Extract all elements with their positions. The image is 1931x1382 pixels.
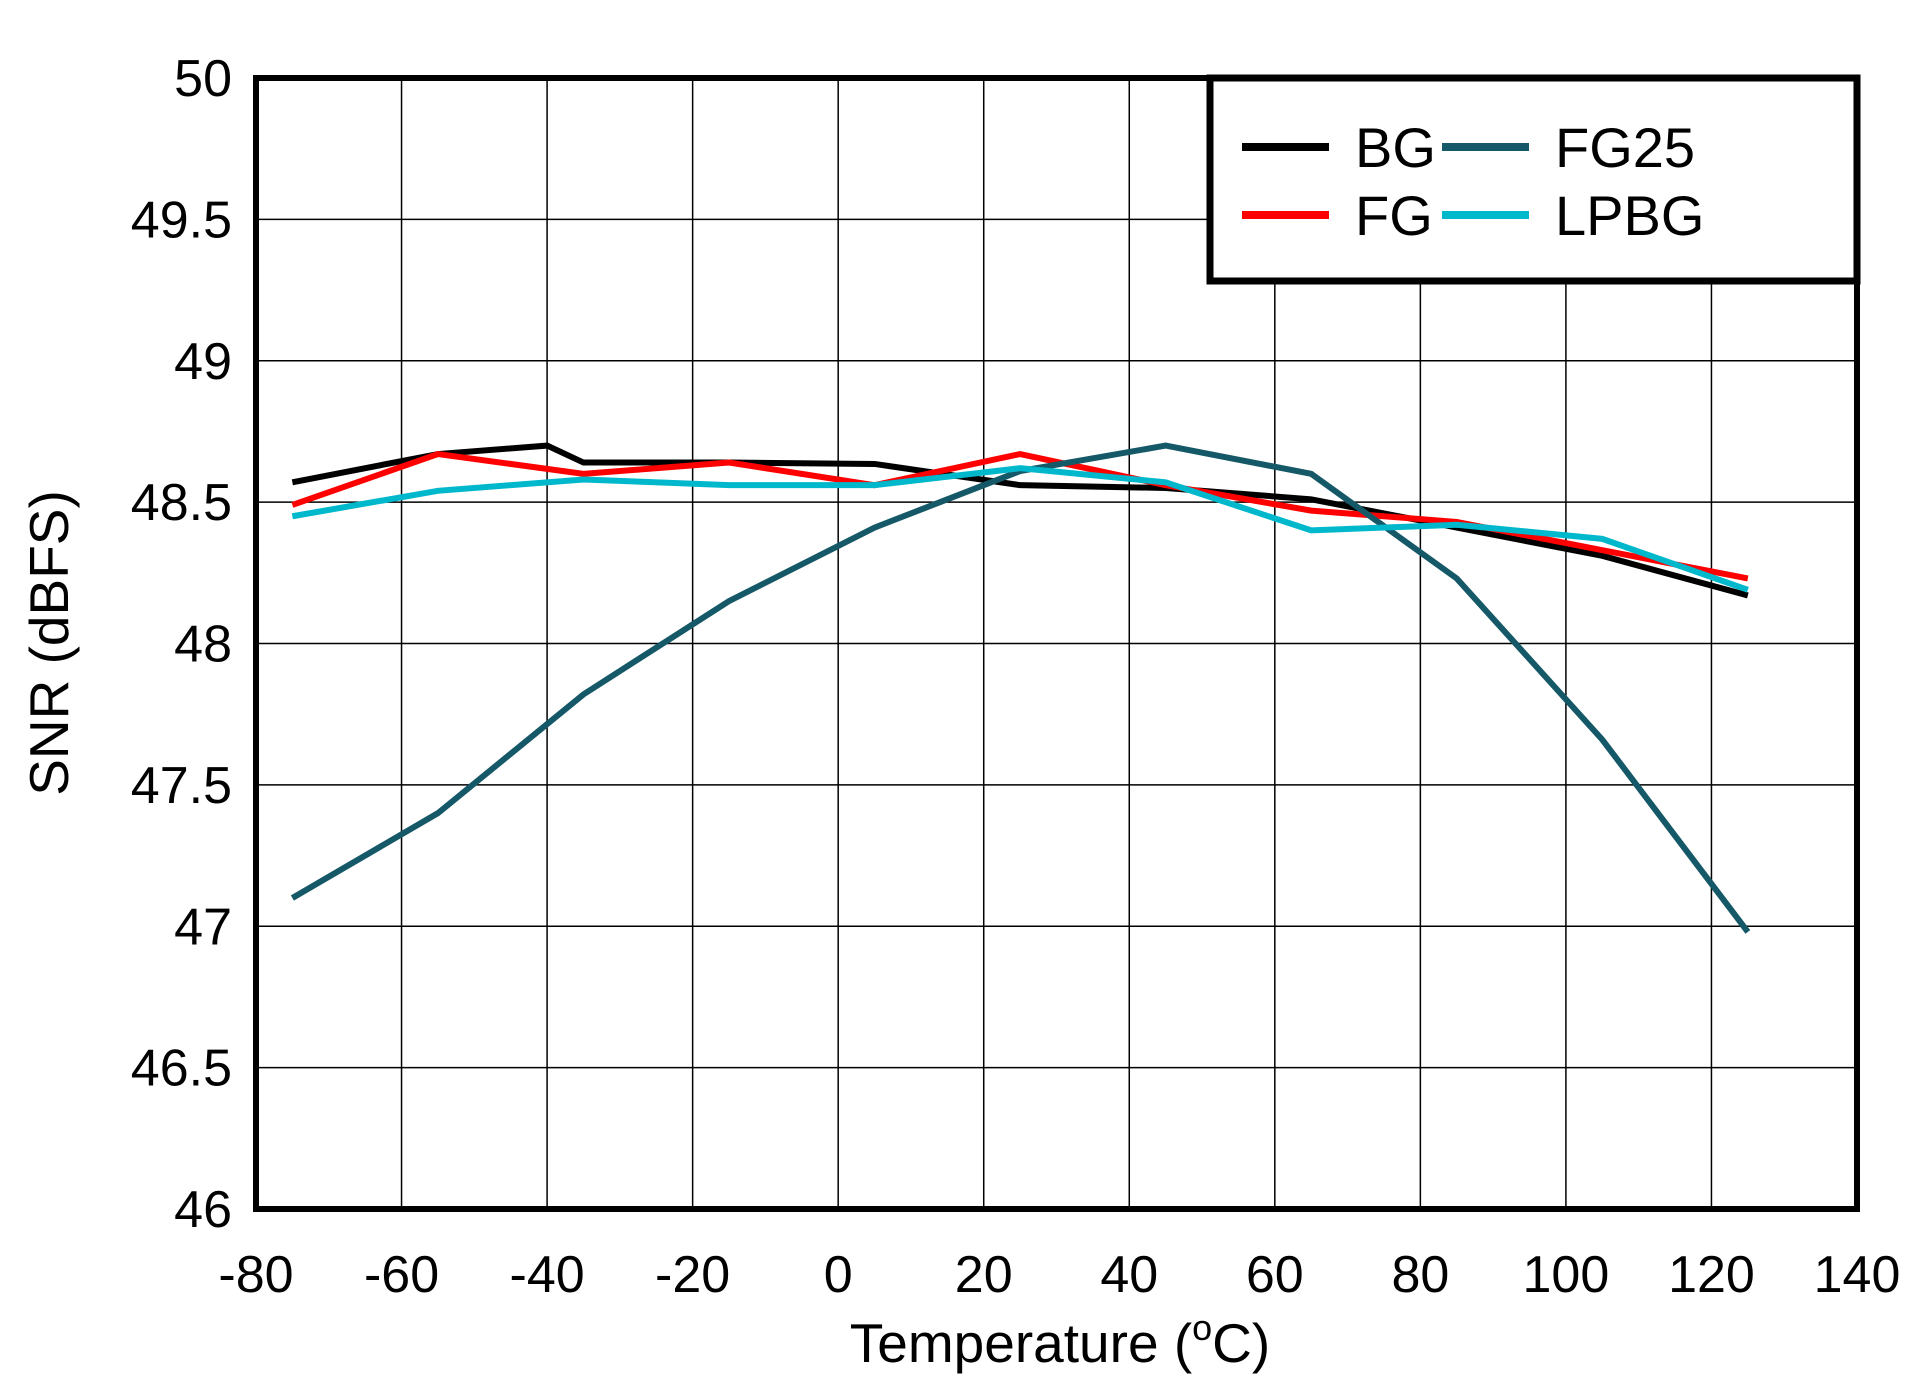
y-tick-label: 49.5 — [131, 191, 232, 249]
x-tick-label: -40 — [510, 1246, 585, 1304]
x-tick-label: -60 — [364, 1246, 439, 1304]
series-line-lpbg — [291, 465, 1749, 593]
y-tick-label: 47 — [174, 898, 232, 956]
x-tick-label: 120 — [1668, 1246, 1755, 1304]
legend-label-lpbg: LPBG — [1555, 184, 1704, 247]
y-tick-label: 47.5 — [131, 757, 232, 815]
x-tick-label: 80 — [1391, 1246, 1449, 1304]
y-tick-label: 48.5 — [131, 474, 232, 532]
x-tick-label: 40 — [1100, 1246, 1158, 1304]
y-axis-label: SNR (dBFS) — [18, 490, 80, 796]
series-lines — [290, 442, 1751, 934]
x-axis-label: Temperature (oC) — [850, 1307, 1270, 1374]
y-tick-label: 46 — [174, 1181, 232, 1239]
y-tick-label: 46.5 — [131, 1040, 232, 1098]
x-tick-label: 140 — [1814, 1246, 1901, 1304]
x-tick-label: 60 — [1246, 1246, 1304, 1304]
y-tick-label: 50 — [174, 50, 232, 108]
x-tick-label: -20 — [655, 1246, 730, 1304]
series-line-fg25 — [290, 442, 1751, 934]
legend-box — [1206, 74, 1861, 285]
y-tick-label: 48 — [174, 616, 232, 674]
x-tick-label: -80 — [218, 1246, 293, 1304]
legend-label-fg25: FG25 — [1555, 116, 1695, 179]
legend-label-bg: BG — [1355, 116, 1436, 179]
plot-frame — [253, 75, 1860, 1212]
y-tick-label: 49 — [174, 333, 232, 391]
tick-labels: -80 -60 -40 -20 0 20 40 60 80 100 120 140 46 46.5 47 47… — [131, 50, 1901, 1304]
x-tick-label: 0 — [824, 1246, 853, 1304]
x-tick-label: 20 — [955, 1246, 1013, 1304]
legend-label-fg: FG — [1355, 184, 1433, 247]
x-tick-label: 100 — [1523, 1246, 1610, 1304]
